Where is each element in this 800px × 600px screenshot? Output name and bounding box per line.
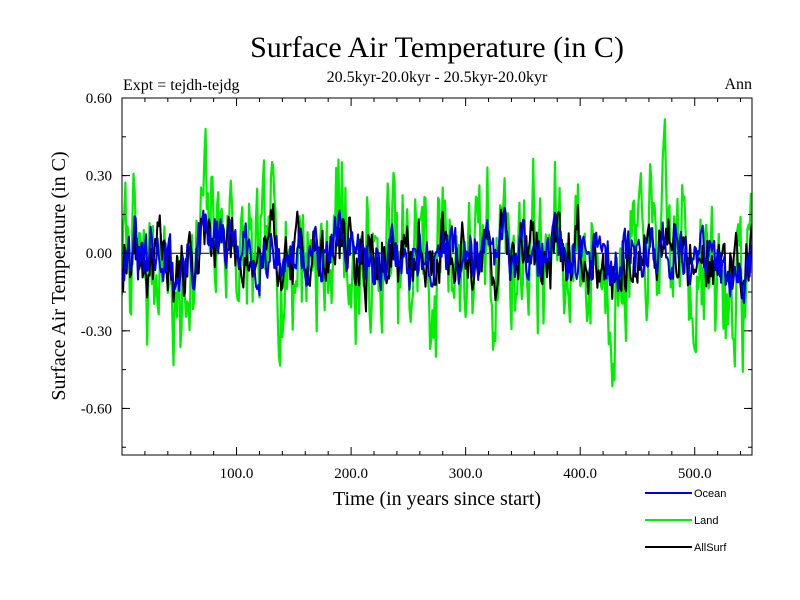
legend: Ocean Land AllSurf bbox=[645, 488, 727, 554]
series-line-allsurf bbox=[122, 203, 752, 313]
chart-subtitle: 20.5kyr-20.0kyr - 20.5kyr-20.0kyr bbox=[327, 69, 548, 86]
y-tick-label: 0.30 bbox=[86, 169, 112, 185]
legend-label-allsurf: AllSurf bbox=[694, 542, 727, 554]
y-tick-label: -0.30 bbox=[81, 324, 112, 340]
season-label: Ann bbox=[724, 76, 752, 93]
legend-label-land: Land bbox=[694, 515, 718, 527]
y-tick-labels: 0.60 0.30 0.00 -0.30 -0.60 bbox=[81, 91, 112, 417]
chart-title: Surface Air Temperature (in C) bbox=[250, 31, 624, 64]
y-tick-label: 0.00 bbox=[86, 246, 112, 262]
x-tick-label: 100.0 bbox=[220, 466, 254, 482]
x-axis-label: Time (in years since start) bbox=[333, 488, 541, 510]
experiment-label: Expt = tejdh-tejdg bbox=[123, 77, 240, 94]
series-lines bbox=[122, 118, 752, 388]
x-tick-labels: 100.0 200.0 300.0 400.0 500.0 bbox=[220, 466, 712, 482]
x-tick-label: 400.0 bbox=[563, 466, 597, 482]
plot-frame bbox=[121, 97, 753, 456]
x-tick-label: 200.0 bbox=[334, 466, 368, 482]
x-tick-label: 500.0 bbox=[678, 466, 712, 482]
legend-label-ocean: Ocean bbox=[694, 488, 726, 500]
series-line-ocean bbox=[122, 207, 752, 304]
x-tick-label: 300.0 bbox=[449, 466, 483, 482]
y-tick-label: 0.60 bbox=[86, 91, 112, 107]
y-tick-label: -0.60 bbox=[81, 401, 112, 417]
y-axis-label: Surface Air Temperature (in C) bbox=[48, 151, 70, 400]
